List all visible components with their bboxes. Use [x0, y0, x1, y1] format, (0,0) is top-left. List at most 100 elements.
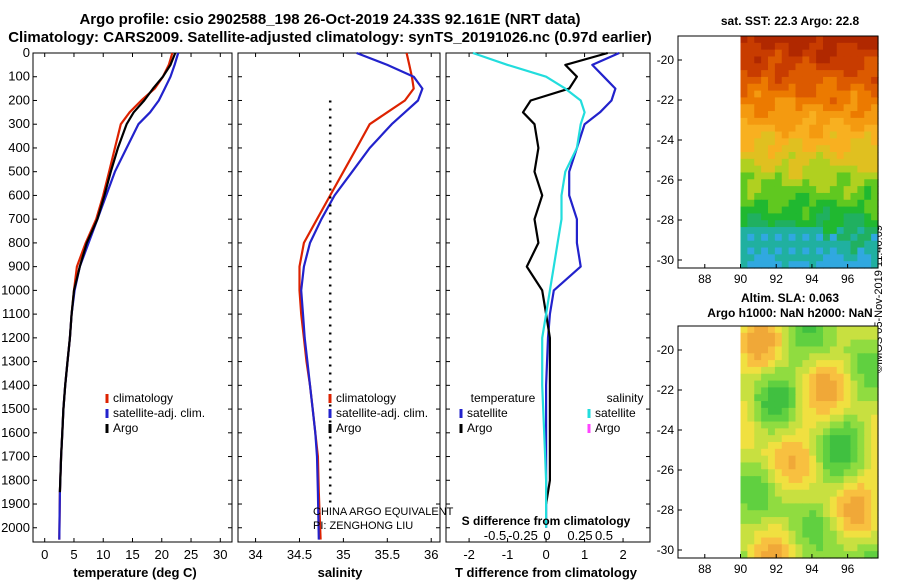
map-cell — [823, 124, 831, 133]
map-cell — [802, 165, 810, 174]
map-cell — [850, 360, 858, 368]
map-cell — [754, 254, 762, 262]
map-cell — [754, 49, 762, 58]
map-cell — [809, 442, 817, 450]
map-cell — [788, 124, 797, 133]
temperature-x-axis-label: temperature (deg C) — [73, 565, 197, 580]
map-cell — [747, 489, 755, 498]
map-cell — [836, 380, 845, 389]
map-cell — [816, 428, 824, 436]
sst-map-lon-label: 94 — [805, 272, 819, 286]
map-cell — [788, 401, 797, 409]
map-cell — [740, 339, 748, 348]
map-cell — [795, 435, 803, 443]
map-cell — [740, 380, 748, 389]
map-cell — [857, 326, 865, 334]
map-cell — [802, 152, 810, 160]
map-cell — [761, 469, 769, 477]
map-cell — [857, 206, 865, 215]
map-cell — [768, 206, 776, 215]
map-cell — [829, 469, 838, 477]
map-cell — [768, 503, 776, 511]
map-cell — [788, 56, 797, 64]
map-cell — [809, 124, 817, 133]
map-cell — [864, 523, 872, 532]
map-cell — [823, 360, 831, 368]
map-cell — [857, 145, 865, 153]
map-cell — [768, 510, 776, 518]
map-cell — [740, 482, 748, 491]
map-cell — [809, 469, 817, 477]
map-cell — [850, 380, 858, 389]
map-cell — [740, 97, 748, 105]
map-cell — [747, 462, 755, 470]
map-cell — [781, 227, 790, 235]
map-cell — [843, 346, 852, 354]
map-cell — [843, 111, 852, 119]
map-cell — [836, 131, 845, 139]
map-cell — [740, 346, 748, 354]
map-cell — [829, 90, 838, 99]
map-cell — [795, 227, 803, 235]
map-cell — [761, 199, 769, 208]
map-cell — [857, 138, 865, 146]
map-cell — [823, 138, 831, 146]
map-cell — [816, 366, 824, 375]
map-cell — [768, 373, 776, 382]
map-cell — [774, 186, 783, 194]
map-cell — [809, 366, 817, 375]
map-cell — [740, 435, 748, 443]
map-cell — [768, 83, 776, 92]
map-cell — [823, 332, 831, 341]
map-cell — [823, 220, 831, 228]
map-cell — [768, 401, 776, 409]
map-cell — [829, 353, 838, 361]
map-cell — [768, 49, 776, 58]
map-cell — [809, 186, 817, 194]
map-cell — [740, 206, 748, 215]
map-cell — [857, 49, 865, 58]
difference-plot-frame — [445, 52, 651, 543]
map-cell — [754, 83, 762, 92]
map-cell — [747, 240, 755, 249]
map-cell — [774, 332, 783, 341]
map-cell — [829, 435, 838, 443]
map-cell — [781, 240, 790, 249]
map-cell — [754, 240, 762, 249]
map-cell — [836, 152, 845, 160]
map-cell — [761, 111, 769, 119]
map-cell — [836, 213, 845, 221]
map-cell — [857, 227, 865, 235]
map-cell — [816, 353, 824, 361]
map-cell — [864, 76, 872, 85]
map-cell — [795, 152, 803, 160]
map-cell — [747, 326, 755, 334]
map-cell — [761, 455, 769, 464]
map-cell — [774, 414, 783, 423]
map-cell — [864, 421, 872, 429]
map-cell — [761, 489, 769, 498]
map-cell — [774, 117, 783, 126]
map-cell — [747, 63, 755, 71]
map-cell — [843, 76, 852, 85]
map-cell — [843, 247, 852, 255]
map-cell — [795, 56, 803, 64]
map-cell — [740, 138, 748, 146]
map-cell — [809, 233, 817, 242]
temperature-x-tick-label: 25 — [184, 547, 198, 562]
map-cell — [747, 394, 755, 402]
map-cell — [823, 326, 831, 334]
map-cell — [768, 36, 776, 44]
map-cell — [816, 240, 824, 249]
map-cell — [836, 346, 845, 354]
map-cell — [836, 199, 845, 208]
map-cell — [781, 131, 790, 139]
map-cell — [843, 523, 852, 532]
map-cell — [802, 254, 810, 262]
map-cell — [836, 366, 845, 375]
map-cell — [754, 414, 762, 423]
map-cell — [788, 63, 797, 71]
map-cell — [836, 83, 845, 92]
map-cell — [781, 537, 790, 545]
map-cell — [829, 233, 838, 242]
